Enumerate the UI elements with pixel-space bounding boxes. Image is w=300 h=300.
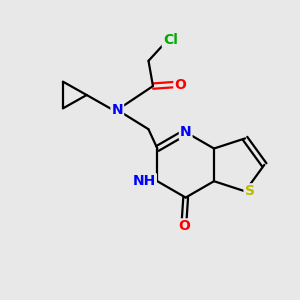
Text: S: S [244, 184, 254, 198]
Text: O: O [174, 78, 186, 92]
Text: N: N [112, 103, 123, 117]
Text: N: N [180, 125, 191, 139]
Text: NH: NH [133, 174, 156, 188]
Text: Cl: Cl [163, 33, 178, 47]
Text: O: O [178, 219, 190, 233]
